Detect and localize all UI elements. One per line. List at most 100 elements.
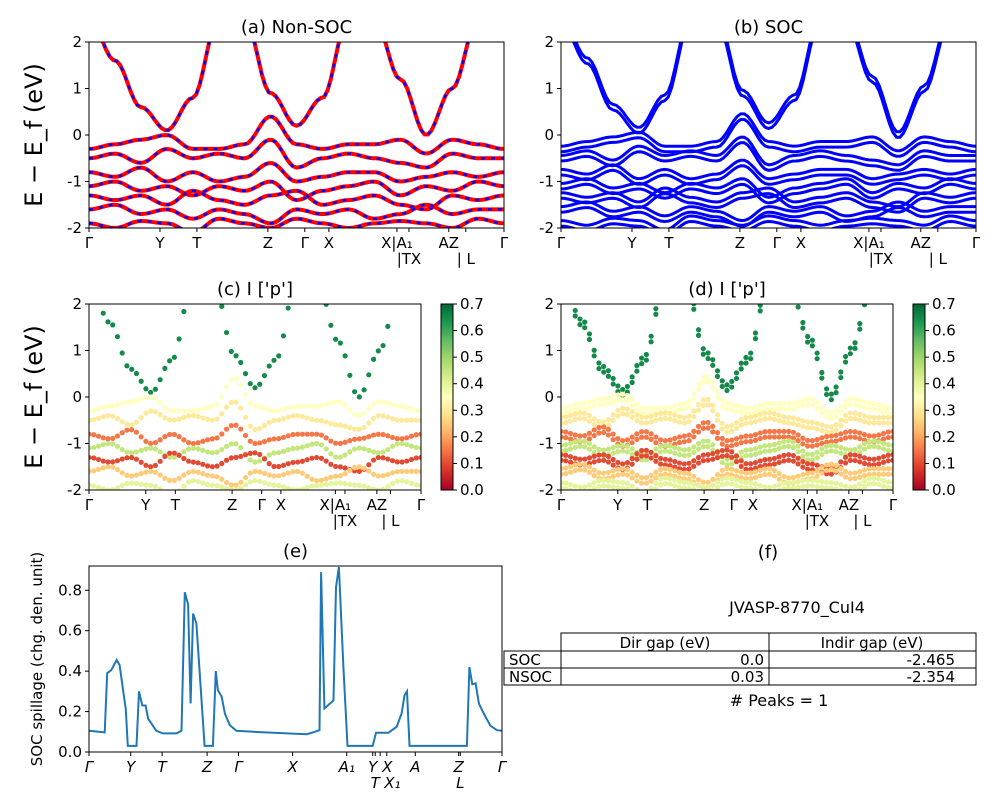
projection-point	[120, 470, 125, 475]
projection-point	[91, 408, 96, 413]
colorbar-tick-label: 0.1	[932, 454, 956, 472]
projection-point	[309, 456, 314, 461]
projection-point	[843, 359, 848, 364]
projection-point	[200, 471, 205, 476]
projection-point	[582, 433, 587, 438]
projection-point	[238, 426, 243, 431]
projection-point	[772, 484, 777, 489]
projection-point	[729, 401, 734, 406]
projection-point	[271, 483, 276, 488]
projection-point	[281, 463, 286, 468]
projection-point	[281, 449, 286, 454]
projection-point	[390, 458, 395, 463]
projection-point	[611, 445, 616, 450]
projection-point	[181, 456, 186, 461]
projection-point	[710, 429, 715, 434]
projection-point	[672, 436, 677, 441]
projection-point	[134, 430, 139, 435]
projection-point	[129, 427, 134, 432]
projection-point	[686, 471, 691, 476]
projection-point	[177, 453, 182, 458]
projection-point	[696, 477, 701, 482]
projection-point	[852, 397, 857, 402]
projection-point	[271, 436, 276, 441]
projection-point	[625, 399, 630, 404]
projection-point	[568, 446, 573, 451]
projection-point	[257, 469, 262, 474]
projection-point	[153, 387, 158, 392]
projection-point	[305, 474, 310, 479]
projection-point	[191, 441, 196, 446]
projection-point	[739, 440, 744, 445]
projection-point	[596, 478, 601, 483]
x-tick-label: | L	[457, 250, 476, 268]
projection-point	[815, 455, 820, 460]
projection-point	[238, 454, 243, 459]
projection-point	[867, 401, 872, 406]
projection-point	[582, 411, 587, 416]
projection-point	[219, 447, 224, 452]
projection-point	[682, 420, 687, 425]
projection-point	[672, 281, 677, 286]
projection-point	[596, 452, 601, 457]
projection-point	[672, 275, 677, 280]
colorbar-tick-label: 0.3	[932, 401, 956, 419]
projection-point	[248, 479, 253, 484]
projection-point	[824, 444, 829, 449]
x-tick-label: |TX	[805, 512, 830, 530]
projection-point	[796, 461, 801, 466]
projection-point	[791, 415, 796, 420]
projection-point	[214, 474, 219, 479]
projection-point	[630, 434, 635, 439]
projection-point	[290, 432, 295, 437]
projection-point	[843, 484, 848, 489]
projection-point	[758, 303, 763, 308]
band-line-0	[561, 22, 976, 138]
projection-point	[720, 454, 725, 459]
projection-point	[409, 444, 414, 449]
projection-point	[205, 417, 210, 422]
projection-point	[653, 446, 658, 451]
projection-point	[767, 410, 772, 415]
projection-point	[167, 408, 172, 413]
projection-point	[148, 441, 153, 446]
projection-point	[153, 396, 158, 401]
projection-point	[153, 440, 158, 445]
projection-point	[620, 387, 625, 392]
projection-point	[290, 469, 295, 474]
projection-point	[767, 429, 772, 434]
projection-point	[791, 406, 796, 411]
projection-point	[630, 484, 635, 489]
projection-point	[815, 468, 820, 473]
projection-point	[682, 439, 687, 444]
projection-point	[409, 481, 414, 486]
projection-point	[224, 480, 229, 485]
projection-point	[276, 408, 281, 413]
projection-point	[810, 425, 815, 430]
projection-point	[796, 449, 801, 454]
projection-point	[881, 275, 886, 280]
projection-point	[601, 452, 606, 457]
projection-point	[781, 458, 786, 463]
projection-point	[634, 492, 639, 497]
projection-point	[229, 441, 234, 446]
projection-point	[371, 449, 376, 454]
projection-point	[343, 424, 348, 429]
projection-point	[290, 404, 295, 409]
projection-point	[271, 418, 276, 423]
projection-point	[881, 446, 886, 451]
projection-point	[120, 483, 125, 488]
projection-point	[848, 429, 853, 434]
projection-point	[762, 435, 767, 440]
projection-point	[620, 397, 625, 402]
projection-point	[309, 483, 314, 488]
projection-point	[262, 471, 267, 476]
projection-point	[290, 446, 295, 451]
projection-point	[767, 416, 772, 421]
projection-point	[819, 375, 824, 380]
projection-point	[153, 484, 158, 489]
projection-point	[110, 413, 115, 418]
projection-point	[577, 316, 582, 321]
projection-point	[886, 415, 891, 420]
projection-point	[181, 437, 186, 442]
